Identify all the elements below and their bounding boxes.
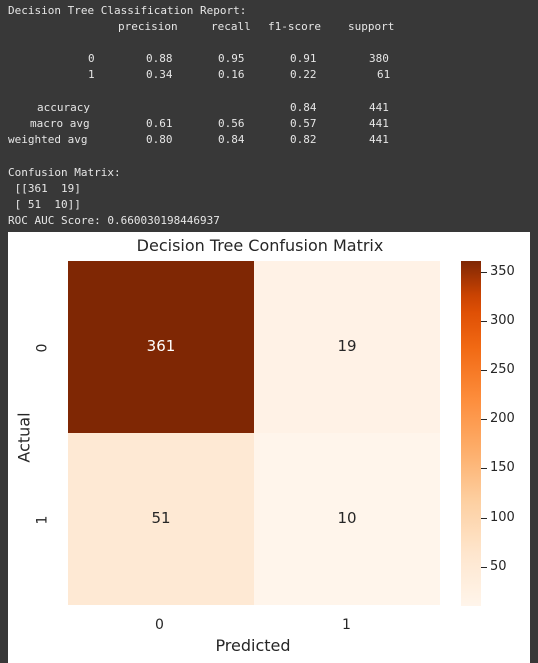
colorbar-tick [481,518,487,519]
col-f1: f1-score [268,20,321,33]
heatmap-cell-value: 361 [146,337,176,355]
heatmap-cell-1-1: 10 [254,433,440,605]
row-precision: 0.80 [146,133,173,146]
report-header-row: Decision Tree Classification Report: [0,3,538,19]
row-f1: 0.22 [290,68,317,81]
row-support: 441 [369,117,389,130]
row-recall: 0.95 [218,52,245,65]
row-label: macro avg [30,117,90,130]
confusion-line2: [ 51 10]] [8,198,81,211]
col-support: support [348,20,395,33]
colorbar-tick [481,419,487,420]
row-f1: 0.84 [290,101,317,114]
row-support: 441 [369,133,389,146]
colorbar-tick-label: 250 [490,362,515,377]
heatmap-cell-0-0: 361 [68,261,254,433]
row-f1: 0.82 [290,133,317,146]
report-columns-row: precision recall f1-score support [0,19,538,35]
colorbar-tick [481,370,487,371]
heatmap-cell-value: 19 [337,337,357,355]
ytick-label-0: 0 [34,343,51,353]
confusion-matrix-figure: Decision Tree Confusion Matrix 361 19 51 10… [8,232,530,663]
colorbar-tick-label: 300 [490,313,515,328]
heatmap-cell-value: 51 [151,509,171,527]
console-output: Decision Tree Classification Report: pre… [0,0,538,232]
heatmap-cell-1-0: 51 [68,433,254,605]
col-recall: recall [211,20,251,33]
row-precision: 0.88 [146,52,173,65]
row-label: accuracy [37,101,90,114]
colorbar-tick-label: 350 [490,264,515,279]
report-row-accuracy: accuracy 0.84 441 [0,100,538,116]
colorbar [461,261,481,606]
row-label: weighted avg [8,133,88,146]
colorbar-tick [481,468,487,469]
row-label: 1 [88,68,95,81]
confusion-header: Confusion Matrix: [8,166,121,179]
colorbar-tick-label: 150 [490,460,515,475]
row-support: 380 [369,52,389,65]
col-precision: precision [118,20,178,33]
row-f1: 0.91 [290,52,317,65]
confusion-line2-row: [ 51 10]] [0,197,538,213]
report-header: Decision Tree Classification Report: [8,4,247,17]
chart-title: Decision Tree Confusion Matrix [136,236,384,255]
y-axis-label: Actual [14,412,34,463]
x-axis-label: Predicted [215,636,291,655]
xtick-label-1: 1 [342,617,351,633]
xtick-label-0: 0 [155,617,164,633]
confusion-line1: [[361 19] [8,182,81,195]
heatmap-cell-0-1: 19 [254,261,440,433]
roc-row: ROC AUC Score: 0.660030198446937 [0,213,538,229]
heatmap-cell-value: 10 [337,509,357,527]
confusion-header-row: Confusion Matrix: [0,165,538,181]
colorbar-tick-label: 50 [490,559,507,574]
ytick-label-1: 1 [34,515,51,525]
colorbar-tick-label: 200 [490,411,515,426]
row-recall: 0.84 [218,133,245,146]
row-support: 61 [377,68,391,81]
colorbar-tick-label: 100 [490,510,515,525]
row-recall: 0.56 [218,117,245,130]
report-row-macro: macro avg 0.61 0.56 0.57 441 [0,116,538,132]
colorbar-tick [481,272,487,273]
colorbar-tick [481,567,487,568]
row-support: 441 [369,101,389,114]
row-precision: 0.61 [146,117,173,130]
colorbar-tick [481,321,487,322]
row-precision: 0.34 [146,68,173,81]
report-row-0: 0 0.88 0.95 0.91 380 [0,51,538,67]
row-label: 0 [88,52,95,65]
confusion-line1-row: [[361 19] [0,181,538,197]
report-row-weighted: weighted avg 0.80 0.84 0.82 441 [0,132,538,148]
roc-auc-line: ROC AUC Score: 0.660030198446937 [8,214,220,227]
report-row-1: 1 0.34 0.16 0.22 61 [0,67,538,83]
row-f1: 0.57 [290,117,317,130]
row-recall: 0.16 [218,68,245,81]
